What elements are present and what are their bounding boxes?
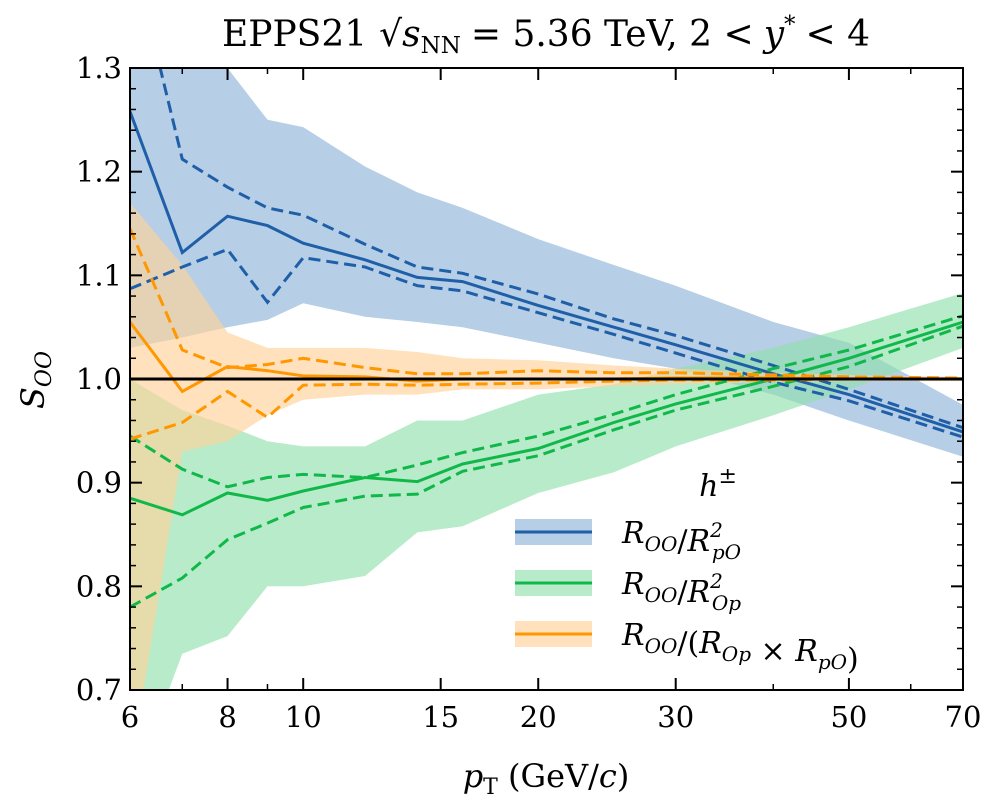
legend-entry-roo-over-rop-squared: ROO/R2 Op — [515, 567, 741, 615]
legend-entry-roo-over-rpo-squared: ROO/R2 pO — [515, 516, 741, 564]
y-tick-label: 0.8 — [76, 569, 122, 603]
x-tick-label: 6 — [121, 700, 139, 734]
x-tick-label: 30 — [657, 700, 694, 734]
x-tick-label: 15 — [422, 700, 459, 734]
x-tick-label: 70 — [945, 700, 982, 734]
y-tick-label: 0.9 — [76, 466, 122, 500]
axis-ticks — [129, 67, 964, 691]
x-tick-label: 20 — [520, 700, 557, 734]
x-tick-label: 8 — [218, 700, 236, 734]
tick-labels: 6 8 10 15 20 30 50 70 0.7 0.8 0.9 1.0 1.1 1.2 1.3 — [76, 51, 982, 734]
roo-over-rpo-squared-upper-dashed-line — [158, 68, 963, 430]
x-tick-label: 50 — [830, 700, 867, 734]
legend-entry-roo-over-rop-times-rpo: ROO/(ROp × RpO) — [515, 618, 859, 677]
y-axis-label: SOO — [14, 351, 57, 409]
y-tick-label: 0.7 — [76, 673, 122, 707]
roo-over-rop-squared-central-line — [130, 320, 963, 517]
legend-label: ROO/R2 Op — [621, 567, 741, 615]
legend-label: ROO/R2 pO — [621, 516, 741, 564]
legend-title: h± — [699, 464, 737, 504]
y-tick-label: 1.1 — [76, 258, 122, 292]
chart-title: EPPS21 √sNN = 5.36 TeV, 2 < y* < 4 — [222, 12, 870, 59]
y-tick-label: 1.0 — [76, 362, 122, 396]
y-tick-label: 1.2 — [76, 155, 122, 189]
y-tick-label: 1.3 — [76, 51, 122, 85]
roo-over-rpo-squared-lower-dashed-line — [130, 247, 963, 439]
x-tick-label: 10 — [285, 700, 322, 734]
x-axis-label: pT (GeV/c) — [463, 757, 630, 800]
roo-over-rpo-squared-central-line — [130, 110, 963, 434]
legend-label: ROO/(ROp × RpO) — [621, 618, 859, 677]
roo-over-rop-squared-upper-dashed-line — [130, 314, 963, 489]
roo-over-rop-squared-lower-dashed-line — [130, 324, 963, 609]
